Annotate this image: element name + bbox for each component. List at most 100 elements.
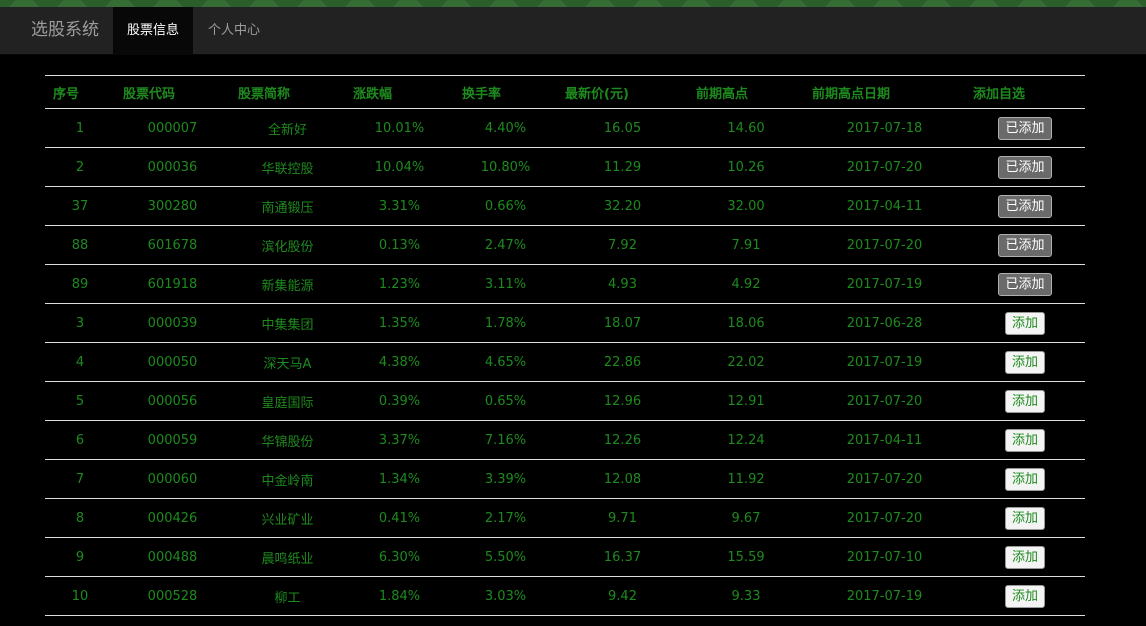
cell-turnover: 3.11% (454, 264, 557, 304)
nav-tab-stock-info[interactable]: 股票信息 (113, 7, 193, 54)
cell-stock-code: 601918 (115, 264, 230, 304)
table-row: 5 000056 皇庭国际 0.39% 0.65% 12.96 12.91 2017-07-2… (45, 381, 1085, 421)
cell-index: 2 (45, 147, 115, 187)
add-button[interactable]: 添加 (1004, 467, 1045, 491)
cell-add-watchlist: 添加 (965, 576, 1085, 616)
cell-stock-code: 000056 (115, 381, 230, 421)
add-button[interactable]: 添加 (1004, 389, 1045, 413)
cell-stock-code: 000426 (115, 498, 230, 538)
nav-tab-personal-center[interactable]: 个人中心 (207, 23, 260, 38)
cell-stock-name: 兴业矿业 (230, 498, 345, 538)
cell-index: 88 (45, 225, 115, 265)
cell-add-watchlist: 添加 (965, 303, 1085, 343)
cell-index: 1 (45, 108, 115, 148)
cell-latest-price: 9.71 (557, 498, 688, 538)
cell-change: 3.31% (345, 186, 454, 226)
add-button[interactable]: 添加 (1004, 584, 1045, 608)
added-button[interactable]: 已添加 (998, 194, 1052, 218)
cell-latest-price: 4.93 (557, 264, 688, 304)
cell-add-watchlist: 已添加 (965, 225, 1085, 265)
header-add-watchlist: 添加自选 (965, 75, 1085, 109)
table-row: 37 300280 南通锻压 3.31% 0.66% 32.20 32.00 2017-04-… (45, 186, 1085, 226)
cell-stock-name: 南通锻压 (230, 186, 345, 226)
cell-prev-high-date: 2017-07-20 (804, 381, 965, 421)
table-row: 1 000007 全新好 10.01% 4.40% 16.05 14.60 2017-07-1… (45, 108, 1085, 148)
add-button[interactable]: 添加 (1004, 506, 1045, 530)
table-row: 9 000488 晨鸣纸业 6.30% 5.50% 16.37 15.59 2017-07-1… (45, 537, 1085, 577)
add-button[interactable]: 添加 (1004, 350, 1045, 374)
stock-table-container: 序号 股票代码 股票简称 涨跌幅 换手率 最新价(元) 前期高点 前期高点日期 … (45, 75, 1085, 616)
cell-change: 0.41% (345, 498, 454, 538)
cell-change: 1.34% (345, 459, 454, 499)
cell-index: 8 (45, 498, 115, 538)
cell-turnover: 3.39% (454, 459, 557, 499)
cell-latest-price: 16.05 (557, 108, 688, 148)
cell-change: 4.38% (345, 342, 454, 382)
added-button[interactable]: 已添加 (998, 155, 1052, 179)
cell-prev-high: 32.00 (688, 186, 804, 226)
cell-change: 1.84% (345, 576, 454, 616)
cell-stock-name: 全新好 (230, 108, 345, 148)
brand-title[interactable]: 选股系统 (31, 20, 99, 40)
cell-add-watchlist: 已添加 (965, 108, 1085, 148)
add-button[interactable]: 添加 (1004, 545, 1045, 569)
cell-turnover: 1.78% (454, 303, 557, 343)
cell-prev-high-date: 2017-07-19 (804, 576, 965, 616)
cell-prev-high-date: 2017-07-20 (804, 459, 965, 499)
cell-prev-high: 22.02 (688, 342, 804, 382)
cell-turnover: 3.03% (454, 576, 557, 616)
table-row: 4 000050 深天马A 4.38% 4.65% 22.86 22.02 2017-07-1… (45, 342, 1085, 382)
add-button[interactable]: 添加 (1004, 311, 1045, 335)
cell-latest-price: 12.96 (557, 381, 688, 421)
table-row: 10 000528 柳工 1.84% 3.03% 9.42 9.33 2017-07-19 添加 (45, 576, 1085, 616)
cell-latest-price: 7.92 (557, 225, 688, 265)
cell-prev-high-date: 2017-07-10 (804, 537, 965, 577)
header-change: 涨跌幅 (345, 75, 454, 109)
header-prev-high-date: 前期高点日期 (804, 75, 965, 109)
cell-turnover: 4.65% (454, 342, 557, 382)
cell-latest-price: 12.08 (557, 459, 688, 499)
added-button[interactable]: 已添加 (998, 272, 1052, 296)
cell-latest-price: 22.86 (557, 342, 688, 382)
cell-stock-name: 晨鸣纸业 (230, 537, 345, 577)
cell-stock-code: 000007 (115, 108, 230, 148)
cell-prev-high-date: 2017-06-28 (804, 303, 965, 343)
cell-index: 9 (45, 537, 115, 577)
cell-stock-name: 新集能源 (230, 264, 345, 304)
cell-add-watchlist: 添加 (965, 420, 1085, 460)
cell-latest-price: 9.42 (557, 576, 688, 616)
cell-stock-code: 000060 (115, 459, 230, 499)
cell-prev-high-date: 2017-04-11 (804, 420, 965, 460)
add-button[interactable]: 添加 (1004, 428, 1045, 452)
cell-add-watchlist: 添加 (965, 381, 1085, 421)
cell-turnover: 2.47% (454, 225, 557, 265)
cell-prev-high-date: 2017-07-19 (804, 264, 965, 304)
cell-prev-high-date: 2017-04-11 (804, 186, 965, 226)
table-row: 8 000426 兴业矿业 0.41% 2.17% 9.71 9.67 2017-07-20 添… (45, 498, 1085, 538)
cell-stock-code: 000039 (115, 303, 230, 343)
cell-prev-high: 15.59 (688, 537, 804, 577)
table-header-row: 序号 股票代码 股票简称 涨跌幅 换手率 最新价(元) 前期高点 前期高点日期 … (45, 75, 1085, 109)
cell-index: 89 (45, 264, 115, 304)
header-pattern-strip (0, 0, 1146, 7)
cell-turnover: 4.40% (454, 108, 557, 148)
cell-stock-name: 华联控股 (230, 147, 345, 187)
cell-turnover: 2.17% (454, 498, 557, 538)
cell-prev-high-date: 2017-07-20 (804, 498, 965, 538)
cell-index: 3 (45, 303, 115, 343)
cell-prev-high: 4.92 (688, 264, 804, 304)
cell-latest-price: 12.26 (557, 420, 688, 460)
added-button[interactable]: 已添加 (998, 233, 1052, 257)
cell-prev-high: 12.24 (688, 420, 804, 460)
cell-change: 6.30% (345, 537, 454, 577)
stock-table-body: 1 000007 全新好 10.01% 4.40% 16.05 14.60 2017-07-1… (45, 108, 1085, 616)
added-button[interactable]: 已添加 (998, 116, 1052, 140)
cell-prev-high: 11.92 (688, 459, 804, 499)
table-row: 89 601918 新集能源 1.23% 3.11% 4.93 4.92 2017-07-19… (45, 264, 1085, 304)
cell-change: 1.35% (345, 303, 454, 343)
cell-prev-high-date: 2017-07-19 (804, 342, 965, 382)
cell-index: 10 (45, 576, 115, 616)
table-row: 88 601678 滨化股份 0.13% 2.47% 7.92 7.91 2017-07-20… (45, 225, 1085, 265)
cell-stock-code: 000488 (115, 537, 230, 577)
cell-add-watchlist: 添加 (965, 342, 1085, 382)
